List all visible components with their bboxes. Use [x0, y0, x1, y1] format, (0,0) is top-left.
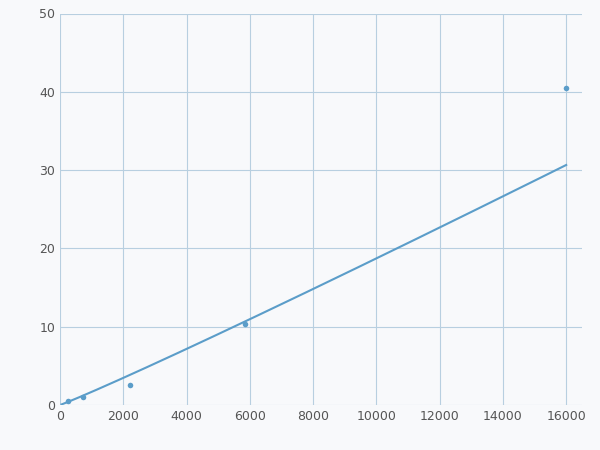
Point	[241, 321, 250, 328]
Point	[63, 397, 73, 405]
Point	[79, 394, 88, 401]
Point	[562, 84, 571, 91]
Point	[125, 381, 134, 388]
